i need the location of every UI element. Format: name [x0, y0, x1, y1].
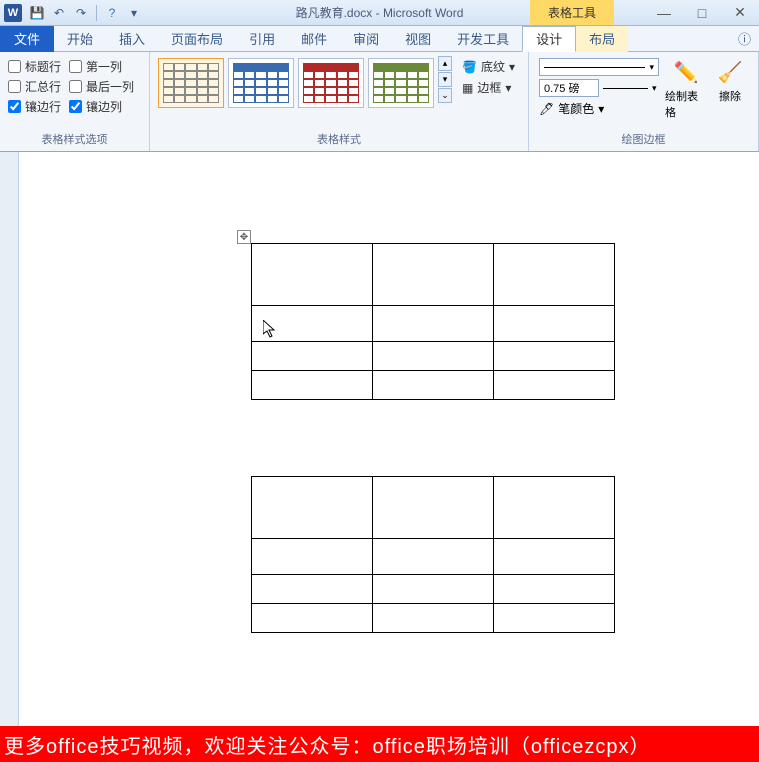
group-label-styles: 表格样式: [156, 129, 522, 149]
table-cell[interactable]: [494, 342, 615, 371]
line-style-select[interactable]: ▾: [539, 58, 659, 76]
tab-插入[interactable]: 插入: [106, 26, 158, 52]
gallery-nav: ▴ ▾ ⌄: [438, 56, 452, 103]
tab-布局[interactable]: 布局: [576, 26, 628, 52]
document-table-1[interactable]: [251, 476, 615, 633]
table-cell[interactable]: [494, 539, 615, 575]
table-cell[interactable]: [252, 244, 373, 306]
border-icon: ▦: [462, 81, 473, 95]
title-bar: W 💾 ↶ ↷ ? ▾ 路凡教育.docx - Microsoft Word 表…: [0, 0, 759, 26]
tab-审阅[interactable]: 审阅: [340, 26, 392, 52]
table-cell[interactable]: [252, 342, 373, 371]
tab-页面布局[interactable]: 页面布局: [158, 26, 236, 52]
pen-icon: 🖊: [539, 102, 554, 116]
style-thumb-3[interactable]: [368, 58, 434, 108]
qat-undo-icon[interactable]: ↶: [50, 4, 68, 22]
document-page[interactable]: ✥: [19, 152, 759, 726]
eraser-icon: 🧹: [716, 58, 744, 86]
table-cell[interactable]: [373, 244, 494, 306]
group-label-style-options: 表格样式选项: [6, 129, 143, 149]
table-cell[interactable]: [252, 539, 373, 575]
table-cell[interactable]: [494, 575, 615, 604]
checkbox-第一列[interactable]: 第一列: [69, 58, 122, 75]
table-cell[interactable]: [494, 244, 615, 306]
bucket-icon: 🪣: [462, 60, 477, 74]
qat-help-icon[interactable]: ?: [103, 4, 121, 22]
table-cell[interactable]: [494, 477, 615, 539]
style-thumb-0[interactable]: [158, 58, 224, 108]
document-table-0[interactable]: [251, 243, 615, 400]
tab-视图[interactable]: 视图: [392, 26, 444, 52]
table-cell[interactable]: [252, 477, 373, 539]
gallery-up-icon[interactable]: ▴: [438, 56, 452, 71]
table-cell[interactable]: [252, 604, 373, 633]
table-cell[interactable]: [373, 342, 494, 371]
group-table-styles: ▴ ▾ ⌄ 🪣底纹 ▾ ▦边框 ▾ 表格样式: [150, 52, 529, 151]
checkbox-镶边列[interactable]: 镶边列: [69, 98, 122, 115]
close-button[interactable]: ✕: [721, 0, 759, 25]
vertical-ruler: [0, 152, 19, 726]
table-cell[interactable]: [373, 539, 494, 575]
tab-开始[interactable]: 开始: [54, 26, 106, 52]
checkbox-标题行[interactable]: 标题行: [8, 58, 61, 75]
context-tool-label: 表格工具: [530, 0, 614, 25]
table-cell[interactable]: [252, 306, 373, 342]
borders-button[interactable]: ▦边框 ▾: [462, 79, 515, 96]
checkbox-最后一列[interactable]: 最后一列: [69, 78, 134, 95]
table-cell[interactable]: [373, 306, 494, 342]
checkbox-镶边行[interactable]: 镶边行: [8, 98, 61, 115]
tab-引用[interactable]: 引用: [236, 26, 288, 52]
style-thumb-2[interactable]: [298, 58, 364, 108]
style-thumb-1[interactable]: [228, 58, 294, 108]
qat-separator: [96, 5, 97, 21]
checkbox-汇总行[interactable]: 汇总行: [8, 78, 61, 95]
window-controls: — □ ✕: [645, 0, 759, 25]
document-area: ✥: [0, 152, 759, 726]
table-cell[interactable]: [373, 575, 494, 604]
table-cell[interactable]: [373, 477, 494, 539]
table-cell[interactable]: [494, 306, 615, 342]
pen-color-button[interactable]: 🖊笔颜色 ▾: [539, 100, 659, 117]
table-cell[interactable]: [494, 604, 615, 633]
gallery-down-icon[interactable]: ▾: [438, 72, 452, 87]
table-cell[interactable]: [373, 604, 494, 633]
line-weight-select[interactable]: 0.75 磅▾: [539, 79, 659, 97]
eraser-button[interactable]: 🧹擦除: [709, 58, 751, 120]
table-anchor-icon[interactable]: ✥: [237, 230, 251, 244]
qat-save-icon[interactable]: 💾: [28, 4, 46, 22]
pencil-table-icon: ✏️: [672, 58, 700, 86]
table-cell[interactable]: [373, 371, 494, 400]
document-title: 路凡教育.docx - Microsoft Word: [296, 4, 464, 21]
tab-file[interactable]: 文件: [0, 26, 54, 52]
shading-button[interactable]: 🪣底纹 ▾: [462, 58, 515, 75]
qat-more-icon[interactable]: ▾: [125, 4, 143, 22]
group-label-draw: 绘图边框: [535, 129, 752, 149]
gallery-more-icon[interactable]: ⌄: [438, 88, 452, 103]
maximize-button[interactable]: □: [683, 0, 721, 25]
table-cell[interactable]: [252, 371, 373, 400]
tab-设计[interactable]: 设计: [522, 26, 576, 52]
tab-邮件[interactable]: 邮件: [288, 26, 340, 52]
minimize-button[interactable]: —: [645, 0, 683, 25]
table-cell[interactable]: [252, 575, 373, 604]
tab-开发工具[interactable]: 开发工具: [444, 26, 522, 52]
footer-banner: 更多office技巧视频，欢迎关注公众号：office职场培训（officezc…: [0, 726, 759, 762]
group-draw-borders: ▾ 0.75 磅▾ 🖊笔颜色 ▾ ✏️绘制表格 🧹擦除 绘图边框: [529, 52, 759, 151]
qat-redo-icon[interactable]: ↷: [72, 4, 90, 22]
ribbon-tabs: 文件 开始插入页面布局引用邮件审阅视图开发工具设计布局 ⓘ: [0, 26, 759, 52]
table-cell[interactable]: [494, 371, 615, 400]
group-style-options: 标题行第一列汇总行最后一列镶边行镶边列 表格样式选项: [0, 52, 150, 151]
ribbon: 标题行第一列汇总行最后一列镶边行镶边列 表格样式选项 ▴ ▾ ⌄ 🪣底纹 ▾ ▦…: [0, 52, 759, 152]
word-icon: W: [4, 4, 22, 22]
ribbon-help-icon[interactable]: ⓘ: [738, 29, 751, 48]
draw-table-button[interactable]: ✏️绘制表格: [665, 58, 707, 120]
